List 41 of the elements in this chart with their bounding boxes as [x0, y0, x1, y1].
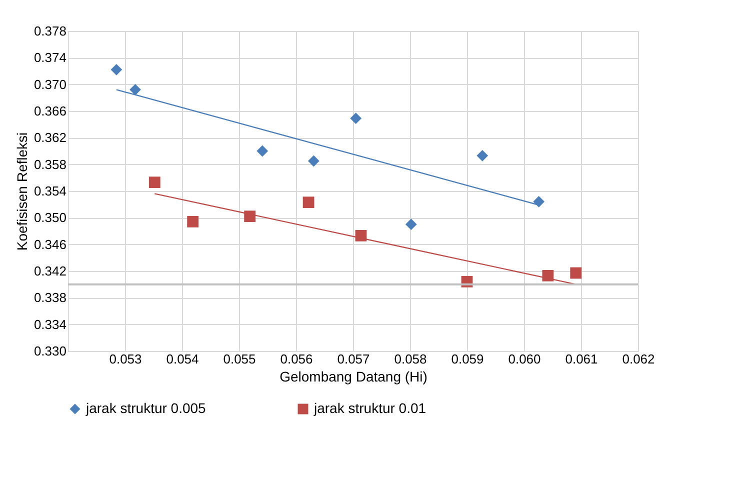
point [187, 216, 199, 228]
point [350, 112, 362, 124]
point [533, 196, 545, 208]
x-tick-label: 0.057 [337, 352, 370, 366]
point [110, 64, 122, 76]
x-tick-label: 0.056 [280, 352, 313, 366]
x-tick-label: 0.058 [394, 352, 427, 366]
y-tick-label: 0.354 [34, 184, 66, 198]
point [570, 267, 582, 279]
x-tick-label: 0.061 [565, 352, 598, 366]
point [148, 176, 160, 188]
y-tick-label: 0.330 [34, 344, 66, 358]
y-axis-title: Koefisisen Refleksi [14, 132, 30, 251]
point [302, 196, 314, 208]
y-tick-label: 0.366 [34, 104, 66, 118]
y-tick-label: 0.338 [34, 290, 66, 306]
x-tick-label: 0.059 [451, 352, 484, 366]
point [476, 150, 488, 162]
y-tick-label: 0.346 [34, 236, 66, 252]
y-tick-label: 0.362 [34, 130, 66, 146]
x-tick-label: 0.055 [223, 352, 256, 366]
point [130, 84, 141, 96]
x-axis-title: Gelombang Datang (Hi) [280, 368, 428, 384]
legend-label: jarak struktur 0.01 [313, 400, 426, 416]
y-tick-label: 0.342 [34, 264, 66, 278]
x-tick-label: 0.054 [166, 352, 199, 366]
point [405, 218, 417, 230]
legend-label: jarak struktur 0.005 [85, 400, 206, 416]
x-tick-label: 0.062 [622, 352, 655, 366]
y-tick-label: 0.334 [34, 316, 66, 332]
point [244, 210, 256, 222]
y-tick-label: 0.378 [34, 24, 66, 38]
y-tick-label: 0.358 [34, 156, 66, 172]
point [256, 145, 268, 157]
y-tick-label: 0.350 [34, 210, 66, 226]
x-tick-label: 0.060 [508, 352, 541, 366]
y-tick-label: 0.370 [34, 76, 66, 92]
x-tick-label: 0.053 [109, 352, 142, 366]
point [308, 155, 320, 167]
y-tick-label: 0.374 [34, 50, 66, 66]
point [542, 270, 554, 282]
